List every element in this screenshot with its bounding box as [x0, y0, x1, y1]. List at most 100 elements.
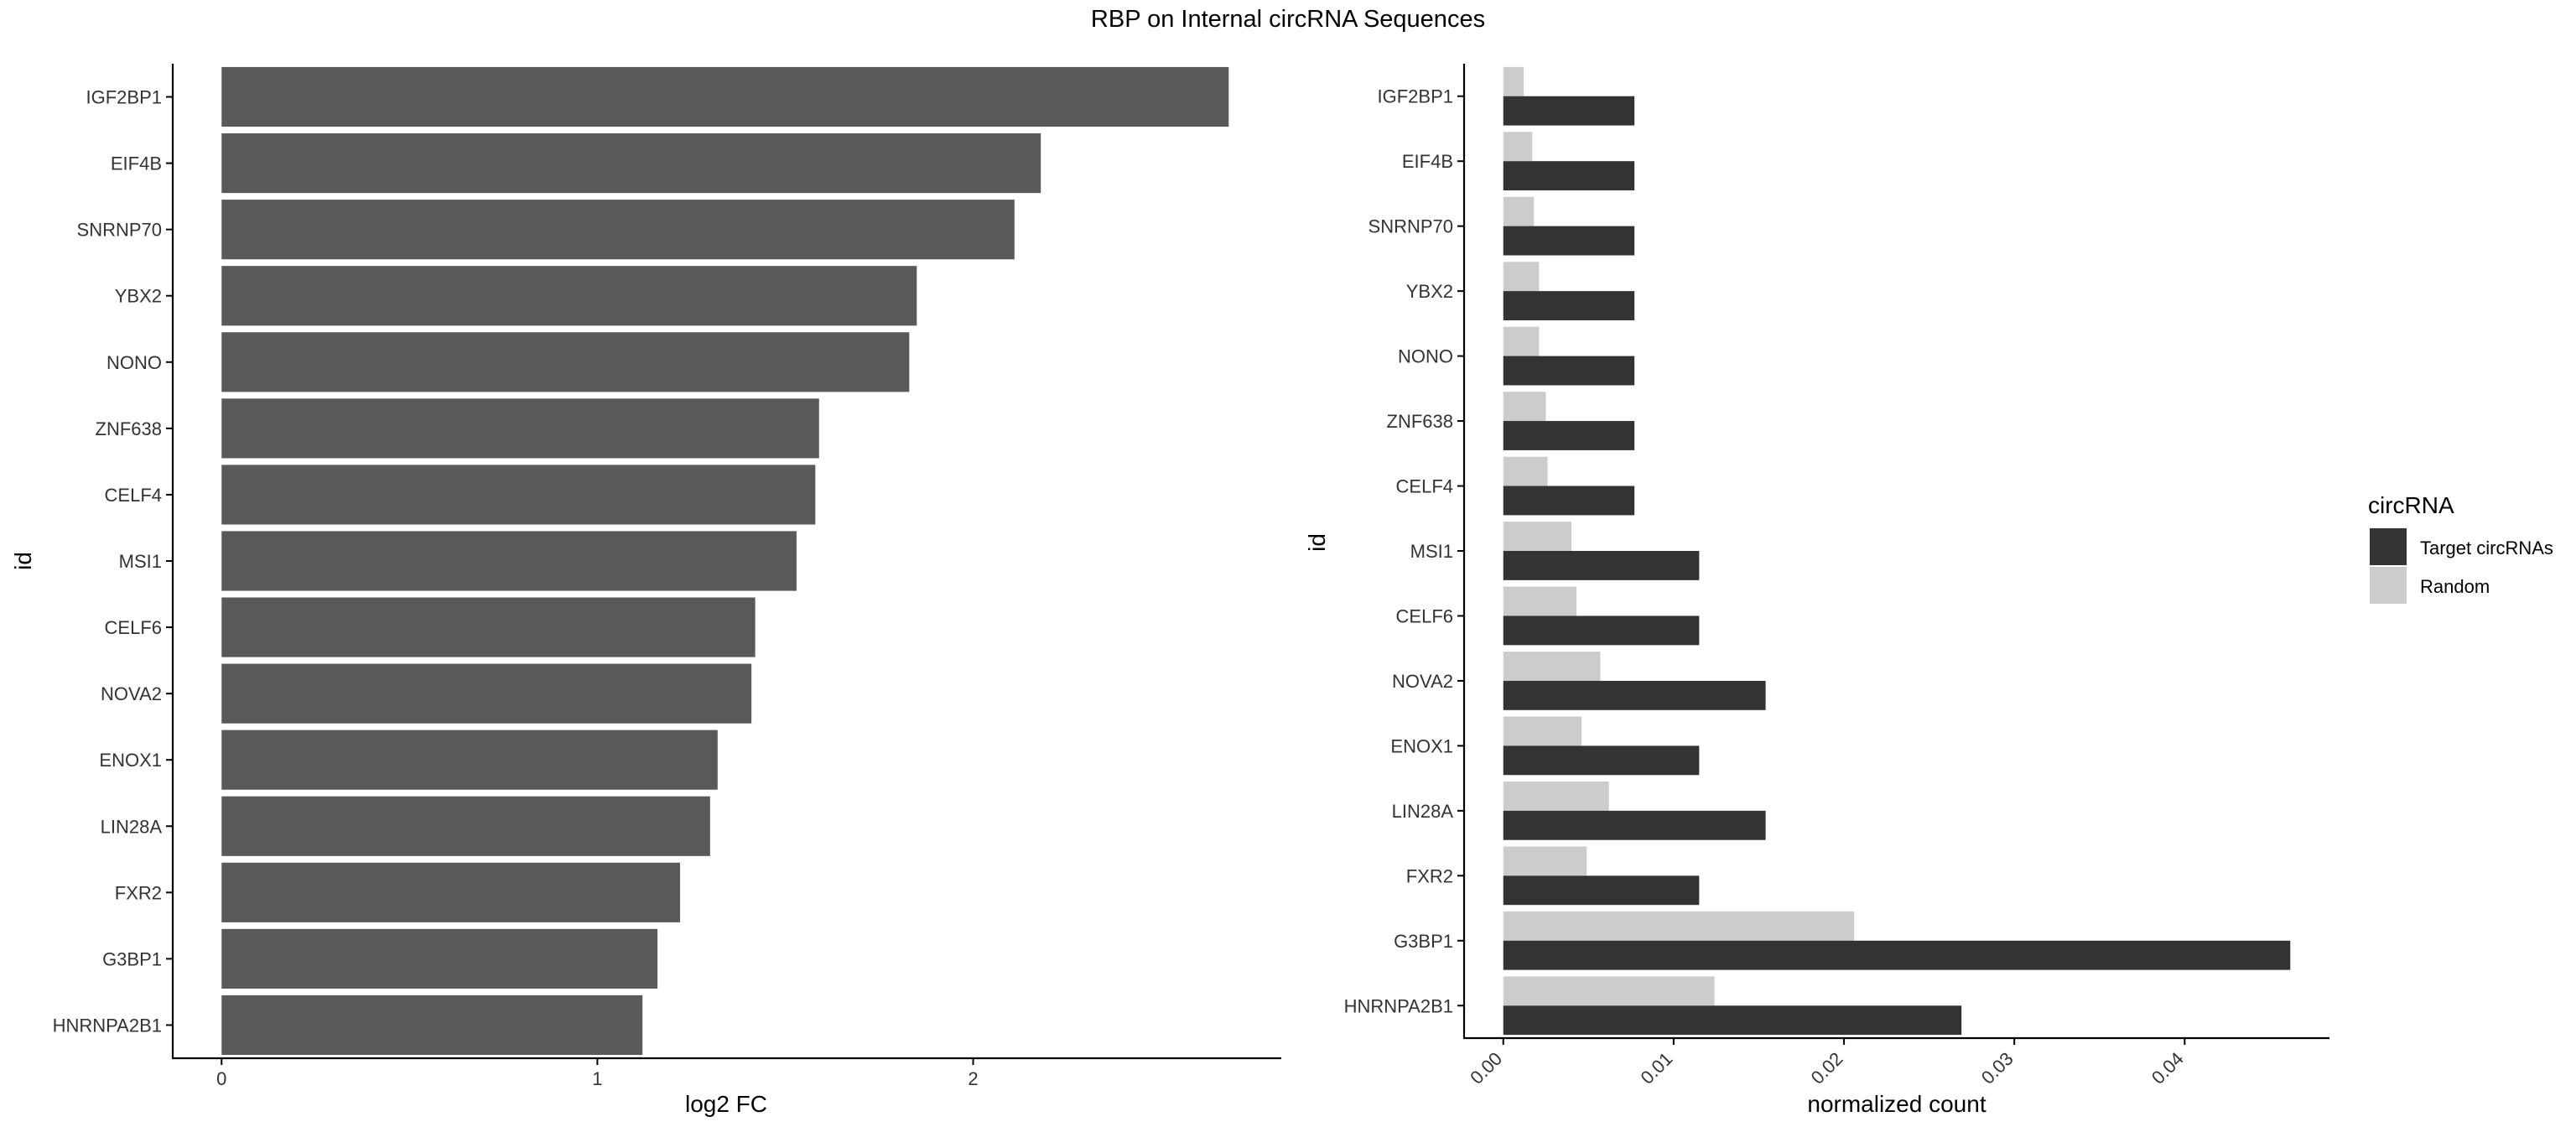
- bar-target-celf6: [1503, 615, 1700, 646]
- y-tick-label-fxr2: FXR2: [115, 882, 162, 903]
- bar-random-enox1: [1503, 716, 1582, 746]
- y-tick-label-eif4b: EIF4B: [111, 153, 162, 174]
- y-tick-label-celf6: CELF6: [105, 617, 162, 638]
- bar-eif4b: [221, 133, 1041, 194]
- legend-label-target: Target circRNAs: [2420, 538, 2553, 558]
- x-tick-label: 0.01: [1636, 1048, 1676, 1088]
- bar-target-celf4: [1503, 486, 1635, 516]
- bar-random-nono: [1503, 326, 1540, 356]
- right-x-axis-label: normalized count: [1807, 1091, 1986, 1117]
- y-tick-label-znf638: ZNF638: [96, 418, 162, 439]
- legend-swatch-random: [2370, 567, 2407, 604]
- bar-target-msi1: [1503, 551, 1700, 580]
- y-tick-label-fxr2: FXR2: [1406, 865, 1453, 886]
- x-tick-label: 0: [216, 1068, 226, 1089]
- y-tick-label-lin28a: LIN28A: [101, 816, 163, 837]
- y-tick-label-eif4b: EIF4B: [1402, 151, 1453, 172]
- bar-target-lin28a: [1503, 810, 1766, 840]
- y-tick-label-igf2bp1: IGF2BP1: [86, 87, 162, 108]
- y-tick-label-hnrnpa2b1: HNRNPA2B1: [1344, 995, 1453, 1016]
- bar-target-nova2: [1503, 680, 1766, 710]
- bar-random-snrnp70: [1503, 196, 1535, 226]
- right-bars: [1503, 66, 2291, 1036]
- bar-nono: [221, 332, 910, 392]
- bar-target-ybx2: [1503, 291, 1635, 320]
- bar-target-enox1: [1503, 745, 1700, 776]
- left-x-axis-label: log2 FC: [685, 1091, 767, 1117]
- bar-target-g3bp1: [1503, 940, 2291, 970]
- x-tick-label: 0.00: [1466, 1048, 1506, 1088]
- bar-random-g3bp1: [1503, 911, 1855, 941]
- left-y-ticks: IGF2BP1 EIF4B SNRNP70 YBX2 NONO ZNF638 CELF4 MS…: [53, 87, 173, 1036]
- bar-target-eif4b: [1503, 161, 1635, 191]
- bar-hnrnpa2b1: [221, 995, 643, 1056]
- legend-label-random: Random: [2420, 576, 2490, 597]
- right-panel: IGF2BP1 EIF4B SNRNP70 YBX2 NONO ZNF638 CELF4 MS…: [1304, 64, 2329, 1117]
- y-tick-label-msi1: MSI1: [119, 551, 162, 572]
- bar-target-igf2bp1: [1503, 96, 1635, 126]
- legend-title: circRNA: [2368, 492, 2454, 518]
- x-tick-label: 1: [592, 1068, 602, 1089]
- bar-ybx2: [221, 266, 917, 326]
- y-tick-label-celf4: CELF4: [1396, 476, 1453, 497]
- y-tick-label-msi1: MSI1: [1410, 541, 1453, 562]
- y-tick-label-g3bp1: G3BP1: [1394, 931, 1453, 952]
- legend: circRNA Target circRNAs Random: [2368, 492, 2553, 604]
- bar-msi1: [221, 531, 797, 591]
- bar-random-znf638: [1503, 392, 1546, 422]
- y-tick-label-enox1: ENOX1: [1390, 735, 1453, 756]
- y-tick-label-igf2bp1: IGF2BP1: [1378, 86, 1453, 107]
- bar-target-snrnp70: [1503, 226, 1635, 256]
- bar-snrnp70: [221, 200, 1015, 260]
- bar-igf2bp1: [221, 66, 1229, 127]
- bar-znf638: [221, 398, 819, 459]
- bar-target-znf638: [1503, 421, 1635, 450]
- left-y-axis-label: id: [10, 552, 36, 570]
- y-tick-label-nova2: NOVA2: [101, 683, 162, 704]
- y-tick-label-nono: NONO: [106, 352, 162, 373]
- y-tick-label-ybx2: YBX2: [115, 286, 162, 307]
- bar-random-igf2bp1: [1503, 66, 1524, 96]
- bar-random-ybx2: [1503, 262, 1540, 292]
- y-tick-label-lin28a: LIN28A: [1392, 801, 1454, 822]
- left-x-ticks: 0 1 2: [216, 1058, 979, 1089]
- right-y-ticks: IGF2BP1 EIF4B SNRNP70 YBX2 NONO ZNF638 CELF4 MS…: [1344, 86, 1464, 1016]
- bar-target-nono: [1503, 356, 1635, 386]
- bar-celf6: [221, 597, 756, 657]
- left-bars: [221, 66, 1229, 1056]
- left-panel: IGF2BP1 EIF4B SNRNP70 YBX2 NONO ZNF638 CELF4 MS…: [10, 64, 1281, 1117]
- y-tick-label-hnrnpa2b1: HNRNPA2B1: [53, 1015, 162, 1036]
- right-x-ticks: 0.00 0.01 0.02 0.03 0.04: [1466, 1038, 2188, 1088]
- x-tick-label: 0.04: [2148, 1048, 2188, 1088]
- bar-random-hnrnpa2b1: [1503, 976, 1715, 1006]
- bar-random-celf6: [1503, 586, 1577, 616]
- right-y-axis-label: id: [1304, 533, 1330, 552]
- chart-title: RBP on Internal circRNA Sequences: [1091, 6, 1485, 33]
- bar-g3bp1: [221, 928, 658, 989]
- y-tick-label-nono: NONO: [1398, 346, 1453, 367]
- bar-fxr2: [221, 862, 680, 922]
- y-tick-label-g3bp1: G3BP1: [102, 948, 162, 969]
- bar-random-eif4b: [1503, 132, 1533, 162]
- y-tick-label-celf6: CELF6: [1396, 605, 1453, 626]
- x-tick-label: 0.02: [1807, 1048, 1847, 1088]
- y-tick-label-ybx2: YBX2: [1406, 281, 1453, 302]
- x-tick-label: 0.03: [1977, 1048, 2018, 1088]
- y-tick-label-nova2: NOVA2: [1392, 671, 1453, 692]
- bar-random-nova2: [1503, 652, 1601, 681]
- bar-target-hnrnpa2b1: [1503, 1005, 1962, 1036]
- y-tick-label-znf638: ZNF638: [1387, 411, 1453, 432]
- bar-random-celf4: [1503, 456, 1548, 486]
- x-tick-label: 2: [968, 1068, 978, 1089]
- y-tick-label-snrnp70: SNRNP70: [77, 220, 162, 241]
- bar-nova2: [221, 663, 752, 724]
- bar-random-fxr2: [1503, 846, 1587, 876]
- bar-target-fxr2: [1503, 875, 1700, 906]
- bar-random-lin28a: [1503, 782, 1609, 811]
- y-tick-label-enox1: ENOX1: [99, 750, 162, 771]
- bar-lin28a: [221, 796, 710, 856]
- y-tick-label-snrnp70: SNRNP70: [1368, 216, 1453, 237]
- legend-swatch-target: [2370, 528, 2407, 565]
- bar-celf4: [221, 465, 816, 525]
